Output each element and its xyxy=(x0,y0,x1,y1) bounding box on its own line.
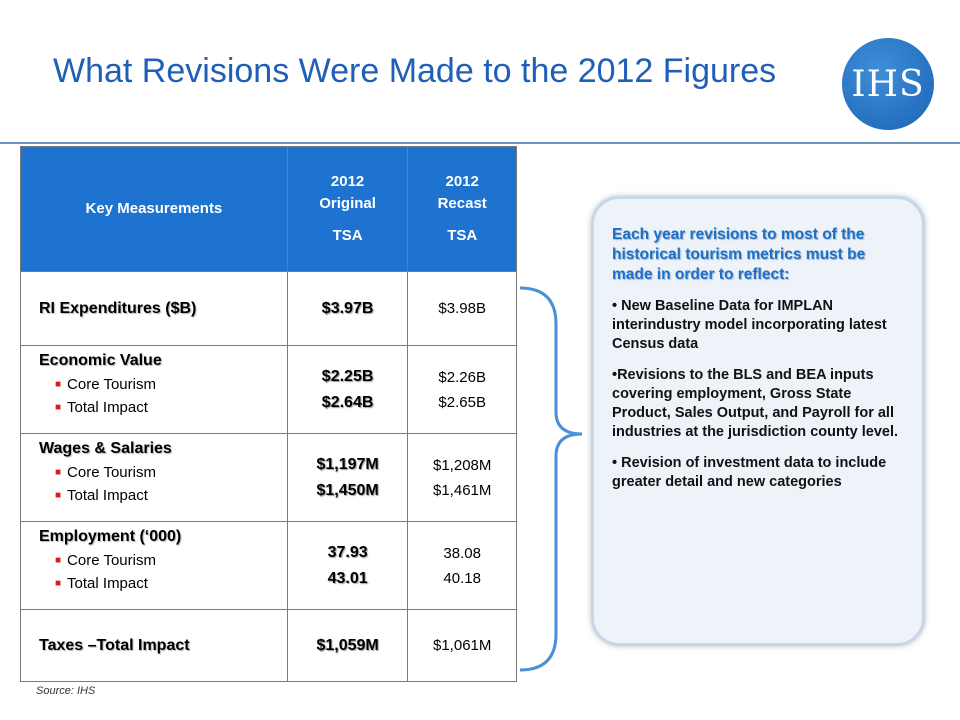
header-original-label: Original xyxy=(319,195,376,212)
header-key-measurements: Key Measurements xyxy=(20,146,288,272)
callout-item-investment: • Revision of investment data to include… xyxy=(612,455,887,490)
header-recast-tsa: TSA xyxy=(447,227,478,244)
bullet-square-icon: ■ xyxy=(55,467,62,478)
ri-expenditures-original: $3.97B xyxy=(286,271,409,346)
ri-expenditures-recast: $3.98B xyxy=(407,271,517,346)
source-note: Source: IHS xyxy=(36,685,96,697)
sub-label-total-impact: Total Impact xyxy=(67,487,148,504)
header-recast-label: Recast xyxy=(437,195,487,212)
taxes-recast: $1,061M xyxy=(407,609,517,682)
employment-core-original: 37.93 xyxy=(327,543,368,561)
callout-heading: Each year revisions to most of the histo… xyxy=(612,226,866,283)
employment-total-recast: 40.18 xyxy=(443,569,481,587)
row-label-wages-salaries: Wages & Salaries xyxy=(39,440,172,457)
economic-value-core-recast: $2.26B xyxy=(438,368,486,386)
economic-value-total-recast: $2.65B xyxy=(438,393,486,411)
curly-brace-icon xyxy=(519,286,583,672)
header-recast-year: 2012 xyxy=(445,173,479,190)
economic-value-total-original: $2.64B xyxy=(321,393,374,411)
row-label-ri-expenditures: RI Expenditures ($B) xyxy=(39,299,197,317)
revisions-callout-box: Each year revisions to most of the histo… xyxy=(591,196,925,646)
bullet-square-icon: ■ xyxy=(55,555,62,566)
sub-label-core-tourism: Core Tourism xyxy=(67,552,156,569)
sub-label-total-impact: Total Impact xyxy=(67,399,148,416)
row-label-employment: Employment (‘000) xyxy=(39,528,182,545)
table-header-row: Key Measurements 2012 Original TSA 2012 … xyxy=(20,146,517,272)
header-2012-recast: 2012 Recast TSA xyxy=(407,146,517,272)
bullet-square-icon: ■ xyxy=(55,578,62,589)
table-row: RI Expenditures ($B) $3.97B $3.98B xyxy=(20,271,517,346)
wages-core-recast: $1,208M xyxy=(433,456,492,474)
page-title: What Revisions Were Made to the 2012 Fig… xyxy=(53,52,777,90)
header-original-tsa: TSA xyxy=(332,227,363,244)
wages-core-original: $1,197M xyxy=(316,455,379,473)
ihs-logo-text: IHS xyxy=(851,63,925,105)
sub-label-core-tourism: Core Tourism xyxy=(67,376,156,393)
employment-core-recast: 38.08 xyxy=(443,544,481,562)
header-2012-original: 2012 Original TSA xyxy=(286,146,409,272)
bullet-square-icon: ■ xyxy=(55,379,62,390)
header-original-year: 2012 xyxy=(330,173,365,190)
table-row: Economic Value ■ Core Tourism ■ Total Impa… xyxy=(20,345,517,434)
wages-total-recast: $1,461M xyxy=(433,481,492,499)
title-divider xyxy=(0,142,960,144)
employment-total-original: 43.01 xyxy=(327,569,368,587)
table-row: Employment (‘000) ■ Core Tourism ■ Total I… xyxy=(20,521,517,610)
table-row: Taxes –Total Impact $1,059M $1,061M xyxy=(20,609,517,682)
callout-item-implan: • New Baseline Data for IMPLAN interindu… xyxy=(612,298,887,352)
sub-label-core-tourism: Core Tourism xyxy=(67,464,156,481)
wages-total-original: $1,450M xyxy=(316,481,379,499)
ihs-logo: IHS xyxy=(842,38,934,130)
economic-value-core-original: $2.25B xyxy=(321,367,374,385)
row-label-economic-value: Economic Value xyxy=(39,352,162,369)
table-row: Wages & Salaries ■ Core Tourism ■ Total Im… xyxy=(20,433,517,522)
bullet-square-icon: ■ xyxy=(55,490,62,501)
callout-item-bls-bea: •Revisions to the BLS and BEA inputs cov… xyxy=(612,367,899,440)
sub-label-total-impact: Total Impact xyxy=(67,575,148,592)
bullet-square-icon: ■ xyxy=(55,402,62,413)
row-label-taxes: Taxes –Total Impact xyxy=(39,636,190,654)
key-measurements-table: Key Measurements 2012 Original TSA 2012 … xyxy=(20,146,517,682)
taxes-original: $1,059M xyxy=(286,609,409,682)
